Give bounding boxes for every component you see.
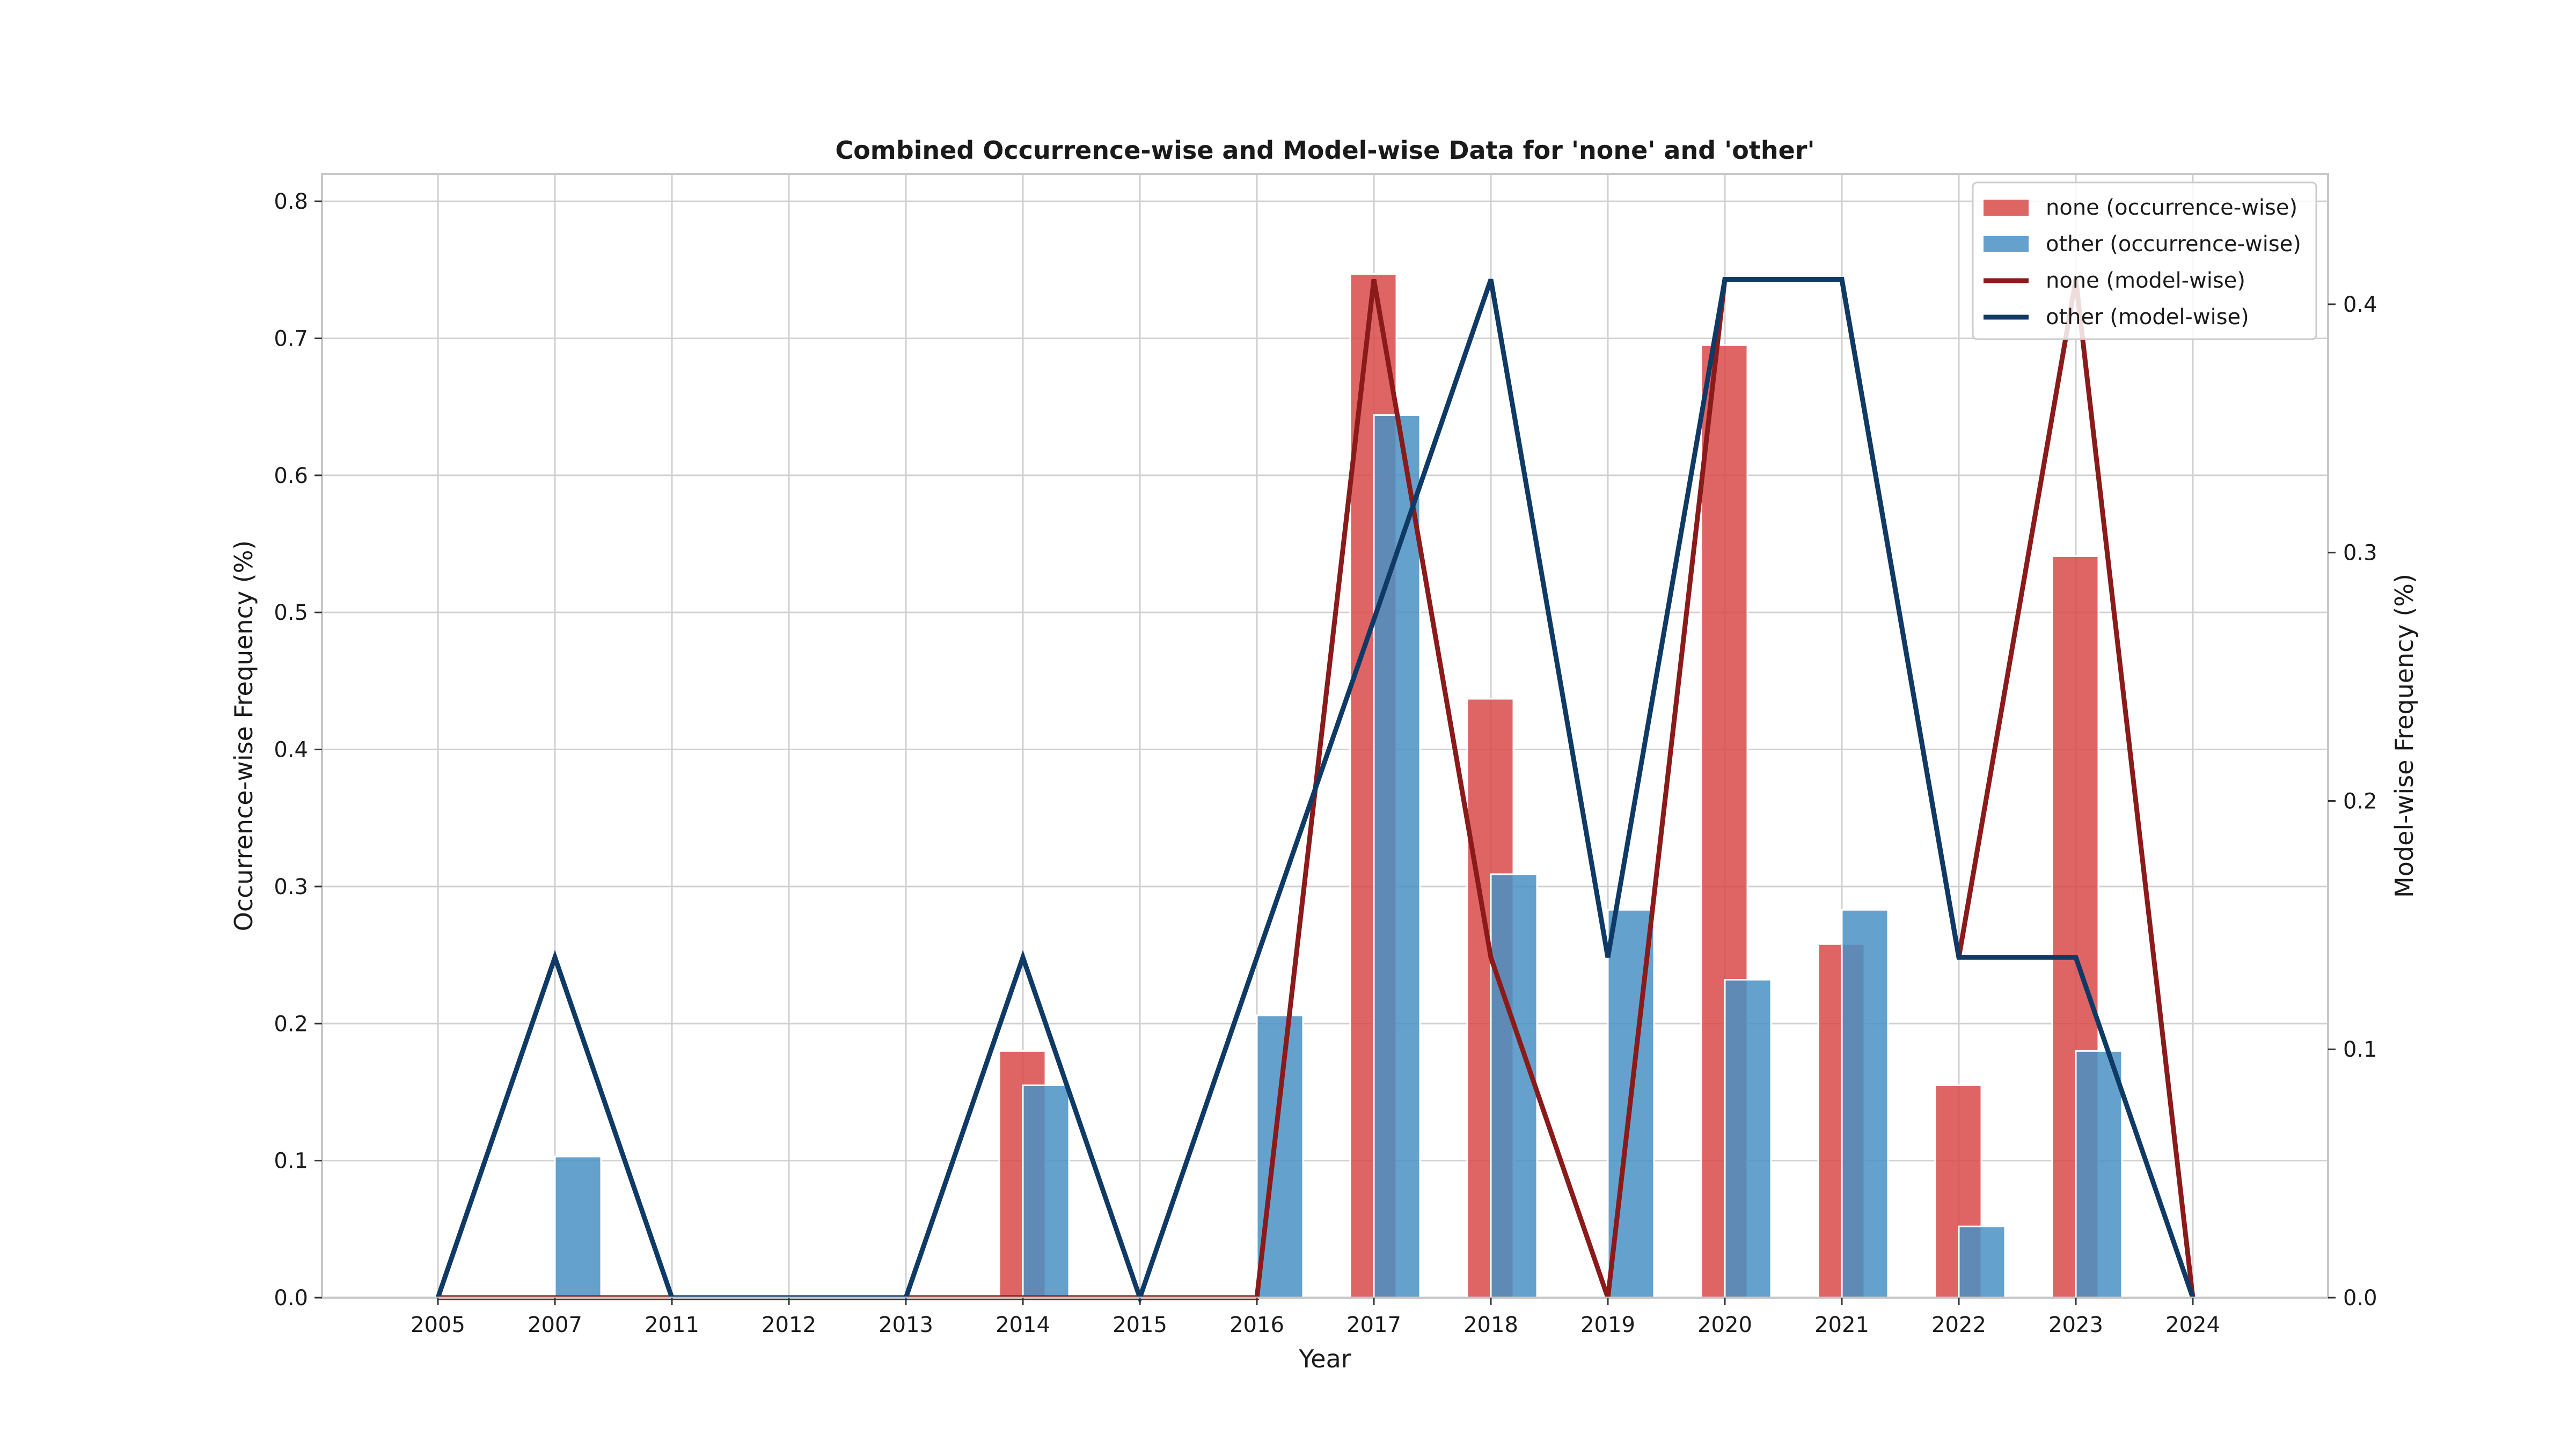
bar-other-occurrence-2017: [1373, 414, 1421, 1299]
plot-frame: [321, 173, 2329, 1299]
bar-other-occurrence-2018: [1490, 873, 1538, 1299]
x-tick-label: 2024: [2165, 1313, 2220, 1337]
bar-other-occurrence-2021: [1841, 909, 1889, 1299]
y-tick-label: 0.8: [274, 189, 308, 214]
bar-other-occurrence-2020: [1724, 979, 1772, 1299]
y2-tick-label: 0.4: [2343, 292, 2377, 317]
y2-tick-label: 0.0: [2343, 1286, 2377, 1311]
y2-tick-label: 0.1: [2343, 1037, 2377, 1062]
x-tick-label: 2011: [645, 1313, 699, 1337]
x-tick-label: 2007: [528, 1313, 582, 1337]
bar-other-occurrence-2014: [1022, 1084, 1070, 1299]
x-tick-label: 2018: [1463, 1313, 1518, 1337]
x-axis-label: Year: [1298, 1344, 1351, 1373]
legend: none (occurrence-wise) other (occurrence-…: [1972, 181, 2317, 340]
x-tick-label: 2013: [879, 1313, 933, 1337]
ticks-layer: 2005 2007 2011 2012 2013 2014 2015 2016 2017 2018…: [274, 189, 2377, 1337]
legend-swatch: [1984, 200, 2029, 216]
x-tick-label: 2005: [411, 1313, 465, 1337]
chart-title: Combined Occurrence-wise and Model-wise …: [835, 136, 1814, 165]
legend-box: [1972, 181, 2317, 340]
x-tick-label: 2016: [1230, 1313, 1284, 1337]
y-tick-label: 0.0: [274, 1286, 308, 1311]
x-tick-label: 2019: [1580, 1313, 1635, 1337]
y-axis-label: Occurrence-wise Frequency (%): [229, 540, 258, 932]
legend-label: none (occurrence-wise): [2046, 195, 2297, 220]
y-tick-label: 0.4: [274, 738, 308, 763]
bars-layer: [554, 273, 2123, 1299]
bar-other-occurrence-2022: [1958, 1225, 2006, 1299]
legend-label: other (occurrence-wise): [2046, 232, 2301, 257]
legend-label: none (model-wise): [2046, 268, 2245, 293]
x-tick-label: 2017: [1346, 1313, 1401, 1337]
y-tick-label: 0.2: [274, 1012, 308, 1036]
legend-swatch: [1984, 236, 2029, 252]
y-tick-label: 0.1: [274, 1149, 308, 1174]
x-tick-label: 2015: [1113, 1313, 1167, 1337]
x-tick-label: 2021: [1814, 1313, 1869, 1337]
y2-tick-label: 0.2: [2343, 789, 2377, 814]
x-tick-label: 2012: [762, 1313, 816, 1337]
y-tick-label: 0.3: [274, 875, 308, 899]
bar-other-occurrence-2023: [2075, 1050, 2123, 1299]
y2-tick-label: 0.3: [2343, 541, 2377, 566]
y-tick-label: 0.5: [274, 601, 308, 625]
y-tick-label: 0.6: [274, 464, 308, 488]
legend-label: other (model-wise): [2046, 305, 2249, 330]
y-tick-label: 0.7: [274, 326, 308, 351]
x-tick-label: 2022: [1931, 1313, 1986, 1337]
y2-axis-label: Model-wise Frequency (%): [2390, 574, 2419, 898]
x-tick-label: 2020: [1697, 1313, 1752, 1337]
bar-other-occurrence-2007: [554, 1155, 602, 1299]
x-tick-label: 2014: [996, 1313, 1050, 1337]
x-tick-label: 2023: [2048, 1313, 2103, 1337]
